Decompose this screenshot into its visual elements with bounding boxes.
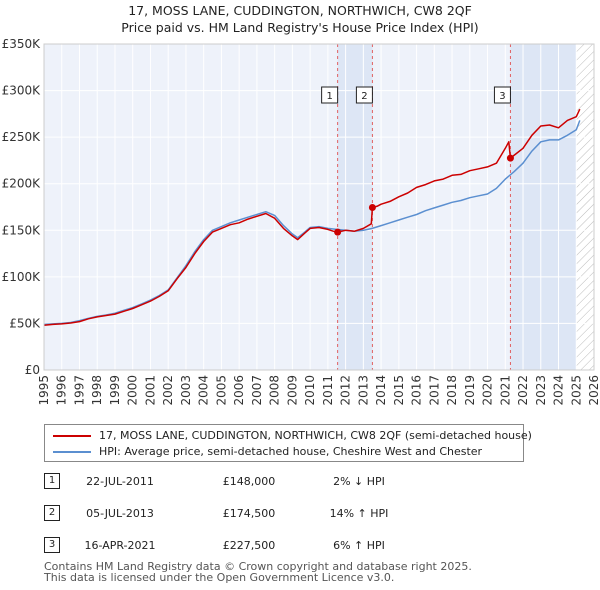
legend-label-property: 17, MOSS LANE, CUDDINGTON, NORTHWICH, CW…	[99, 429, 532, 442]
shaded-region	[510, 44, 577, 370]
sale-price: £227,500	[222, 539, 276, 552]
sale-row: 1 22-JUL-2011 £148,000 2% ↓ HPI	[44, 472, 444, 492]
sale-number-badge: 3	[44, 537, 60, 553]
price-chart: £0 £50K £100K £150K £200K £250K £300K £350K 1995…	[2, 37, 600, 406]
x-tick-label: 2015	[392, 375, 406, 406]
sale-date: 05-JUL-2013	[86, 507, 154, 520]
x-tick-label: 2004	[197, 375, 211, 406]
sale-label-box	[355, 86, 373, 104]
x-tick-label: 2023	[534, 375, 548, 406]
sale-number-badge: 1	[44, 473, 60, 489]
x-tick-label: 2006	[232, 375, 246, 406]
property-price-line	[43, 108, 581, 327]
y-tick-label: £100K	[2, 270, 42, 284]
sale-label-box	[493, 86, 511, 104]
x-tick-label: 2018	[445, 375, 459, 406]
x-tick-label: 2017	[427, 375, 441, 406]
y-tick-label: £350K	[2, 37, 42, 51]
x-tick-label: 1996	[55, 375, 69, 406]
sale-label-number: 2	[361, 91, 367, 102]
sale-hpi-change: 6% ↑ HPI	[333, 539, 385, 552]
forecast-hatch	[576, 44, 594, 370]
sale-label-box	[321, 86, 339, 104]
x-tick-label: 2002	[161, 375, 175, 406]
chart-title-line2: Price paid vs. HM Land Registry's House …	[121, 20, 479, 35]
x-tick-label: 2012	[339, 375, 353, 406]
chart-title-line1: 17, MOSS LANE, CUDDINGTON, NORTHWICH, CW…	[128, 3, 472, 18]
y-tick-label: £0	[25, 363, 40, 377]
sale-label-number: 1	[326, 91, 332, 102]
sale-hpi-change: 2% ↓ HPI	[333, 475, 385, 488]
x-tick-label: 2010	[303, 375, 317, 406]
x-tick-label: 2014	[374, 375, 388, 406]
x-tick-label: 1999	[108, 375, 122, 406]
x-tick-label: 1995	[37, 375, 51, 406]
x-tick-label: 2022	[516, 375, 530, 406]
y-tick-label: £250K	[2, 130, 42, 144]
chart-title: 17, MOSS LANE, CUDDINGTON, NORTHWICH, CW…	[0, 2, 600, 36]
x-tick-label: 2000	[126, 375, 140, 406]
footer-line1: Contains HM Land Registry data © Crown c…	[44, 560, 472, 573]
chart-legend: 17, MOSS LANE, CUDDINGTON, NORTHWICH, CW…	[44, 424, 532, 462]
x-tick-label: 2003	[179, 375, 193, 406]
sale-row: 2 05-JUL-2013 £174,500 14% ↑ HPI	[44, 504, 444, 524]
x-tick-label: 2019	[463, 375, 477, 406]
sale-hpi-change: 14% ↑ HPI	[329, 507, 389, 520]
y-tick-label: £200K	[2, 177, 42, 191]
sale-number-badge: 2	[44, 505, 60, 521]
x-tick-label: 2011	[321, 375, 335, 406]
legend-item-hpi: HPI: Average price, semi-detached house,…	[53, 444, 482, 460]
sale-label-number: 3	[499, 91, 505, 102]
sale-point	[334, 228, 342, 236]
footer-attribution: Contains HM Land Registry data © Crown c…	[44, 561, 472, 583]
x-tick-label: 2016	[410, 375, 424, 406]
y-tick-label: £300K	[2, 84, 42, 98]
legend-swatch-property	[53, 435, 91, 437]
footer-line2: This data is licensed under the Open Gov…	[44, 571, 395, 584]
x-tick-label: 2008	[268, 375, 282, 406]
x-tick-label: 2001	[143, 375, 157, 406]
sale-date: 16-APR-2021	[84, 539, 156, 552]
x-tick-label: 2020	[481, 375, 495, 406]
x-tick-label: 1997	[72, 375, 86, 406]
x-tick-label: 2013	[356, 375, 370, 406]
x-tick-label: 2024	[552, 375, 566, 406]
x-tick-label: 2007	[250, 375, 264, 406]
legend-swatch-hpi	[53, 451, 91, 453]
x-tick-label: 2009	[285, 375, 299, 406]
x-tick-label: 1998	[90, 375, 104, 406]
sale-row: 3 16-APR-2021 £227,500 6% ↑ HPI	[44, 536, 444, 556]
y-tick-label: £50K	[9, 316, 41, 330]
x-tick-label: 2026	[587, 375, 600, 406]
x-tick-label: 2005	[214, 375, 228, 406]
hpi-line	[43, 120, 581, 326]
legend-label-hpi: HPI: Average price, semi-detached house,…	[99, 445, 483, 458]
legend-item-property: 17, MOSS LANE, CUDDINGTON, NORTHWICH, CW…	[53, 428, 532, 444]
sale-price: £174,500	[222, 507, 276, 520]
y-tick-label: £150K	[2, 223, 42, 237]
sale-point	[506, 154, 514, 162]
sale-price: £148,000	[222, 475, 276, 488]
x-tick-label: 2021	[498, 375, 512, 406]
sale-date: 22-JUL-2011	[86, 475, 154, 488]
sale-point	[368, 203, 376, 211]
x-tick-label: 2025	[569, 375, 583, 406]
plot-border	[43, 43, 595, 371]
